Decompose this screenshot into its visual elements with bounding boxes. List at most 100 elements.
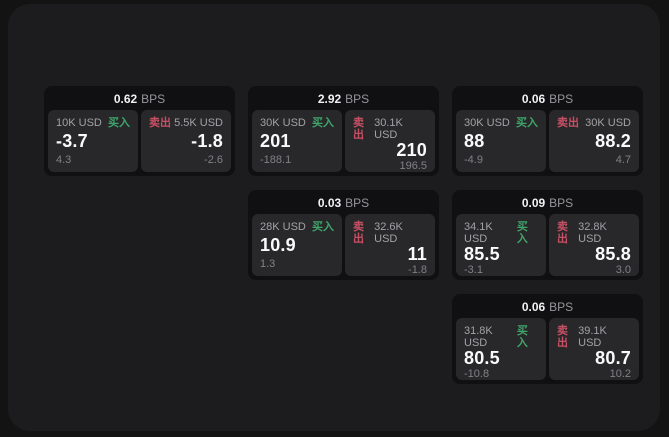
- sell-price: 11: [407, 244, 427, 264]
- bps-unit-label: BPS: [549, 300, 574, 314]
- sell-delta: 196.5: [399, 160, 427, 172]
- buy-side-label: 买入: [516, 221, 528, 245]
- quote-cards-grid: 0.62 BPS 10K USD 买入 -3.7 4.3 卖出 5.5K USD…: [44, 86, 643, 384]
- sell-price: 88.2: [595, 131, 631, 151]
- sell-size: 30.1K USD: [374, 117, 403, 141]
- buy-quote-tile[interactable]: 30K USD 买入 88 -4.9: [456, 110, 546, 172]
- buy-price: 201: [260, 131, 291, 151]
- bps-header: 0.03 BPS: [252, 193, 435, 214]
- buy-quote-tile[interactable]: 28K USD 买入 10.9 1.3: [252, 214, 342, 276]
- buy-side-label: 买入: [312, 221, 334, 233]
- sell-tile-header: 卖出 32.8K USD: [557, 221, 631, 245]
- bps-header: 0.09 BPS: [456, 193, 639, 214]
- sell-size: 32.8K USD: [578, 221, 607, 245]
- quote-card-body: 31.8K USD 买入 80.5 -10.8 卖出 39.1K USD 80.…: [456, 318, 639, 380]
- buy-size: 28K USD: [260, 221, 306, 233]
- sell-size: 30K USD: [585, 117, 631, 129]
- quote-card-body: 34.1K USD 买入 85.5 -3.1 卖出 32.8K USD 85.8…: [456, 214, 639, 276]
- sell-size: 32.6K USD: [374, 221, 403, 245]
- sell-price: 85.8: [595, 244, 631, 264]
- buy-size: 31.8K USD: [464, 325, 493, 349]
- buy-size: 30K USD: [260, 117, 306, 129]
- sell-side-label: 卖出: [353, 117, 364, 141]
- buy-price: 88: [464, 131, 485, 151]
- buy-side-label: 买入: [108, 117, 130, 129]
- buy-delta: -4.9: [464, 154, 483, 166]
- quote-card-body: 28K USD 买入 10.9 1.3 卖出 32.6K USD 11 -1.8: [252, 214, 435, 276]
- sell-tile-header: 卖出 5.5K USD: [149, 117, 223, 129]
- buy-quote-tile[interactable]: 34.1K USD 买入 85.5 -3.1: [456, 214, 546, 276]
- bps-unit-label: BPS: [345, 196, 370, 210]
- sell-quote-tile[interactable]: 卖出 39.1K USD 80.7 10.2: [549, 318, 639, 380]
- buy-size: 34.1K USD: [464, 221, 493, 245]
- bps-value: 0.03: [317, 196, 342, 210]
- buy-size: 10K USD: [56, 117, 102, 129]
- buy-price: 85.5: [464, 244, 500, 264]
- sell-quote-tile[interactable]: 卖出 30.1K USD 210 196.5: [345, 110, 435, 172]
- bps-value: 0.06: [521, 300, 546, 314]
- buy-price: 10.9: [260, 235, 296, 255]
- buy-quote-tile[interactable]: 10K USD 买入 -3.7 4.3: [48, 110, 138, 172]
- sell-quote-tile[interactable]: 卖出 32.8K USD 85.8 3.0: [549, 214, 639, 276]
- quote-card: 2.92 BPS 30K USD 买入 201 -188.1 卖出 30.1K …: [248, 86, 439, 176]
- sell-price: -1.8: [191, 131, 223, 151]
- sell-delta: 10.2: [609, 368, 631, 380]
- quote-card: 0.03 BPS 28K USD 买入 10.9 1.3 卖出 32.6K US…: [248, 190, 439, 280]
- buy-quote-tile[interactable]: 30K USD 买入 201 -188.1: [252, 110, 342, 172]
- sell-side-label: 卖出: [557, 325, 568, 349]
- bps-unit-label: BPS: [345, 92, 370, 106]
- bps-unit-label: BPS: [141, 92, 166, 106]
- main-panel: 0.62 BPS 10K USD 买入 -3.7 4.3 卖出 5.5K USD…: [8, 4, 660, 431]
- bps-header: 0.62 BPS: [48, 89, 231, 110]
- bps-value: 0.09: [521, 196, 546, 210]
- buy-price: -3.7: [56, 131, 88, 151]
- sell-size: 39.1K USD: [578, 325, 607, 349]
- buy-tile-header: 10K USD 买入: [56, 117, 130, 129]
- bps-header: 2.92 BPS: [252, 89, 435, 110]
- quote-card: 0.62 BPS 10K USD 买入 -3.7 4.3 卖出 5.5K USD…: [44, 86, 235, 176]
- bps-unit-label: BPS: [549, 196, 574, 210]
- sell-tile-header: 卖出 32.6K USD: [353, 221, 427, 245]
- bps-header: 0.06 BPS: [456, 89, 639, 110]
- buy-price: 80.5: [464, 348, 500, 368]
- quote-card: 0.06 BPS 30K USD 买入 88 -4.9 卖出 30K USD 8…: [452, 86, 643, 176]
- bps-header: 0.06 BPS: [456, 297, 639, 318]
- quote-card-body: 30K USD 买入 88 -4.9 卖出 30K USD 88.2 4.7: [456, 110, 639, 172]
- sell-quote-tile[interactable]: 卖出 5.5K USD -1.8 -2.6: [141, 110, 231, 172]
- sell-price: 80.7: [595, 348, 631, 368]
- buy-tile-header: 28K USD 买入: [260, 221, 334, 233]
- sell-tile-header: 卖出 30.1K USD: [353, 117, 427, 141]
- buy-delta: -188.1: [260, 154, 292, 166]
- quote-card-body: 30K USD 买入 201 -188.1 卖出 30.1K USD 210 1…: [252, 110, 435, 172]
- sell-quote-tile[interactable]: 卖出 32.6K USD 11 -1.8: [345, 214, 435, 276]
- bps-value: 0.06: [521, 92, 546, 106]
- sell-delta: 3.0: [615, 264, 631, 276]
- buy-delta: 4.3: [56, 154, 72, 166]
- sell-size: 5.5K USD: [174, 117, 223, 129]
- buy-quote-tile[interactable]: 31.8K USD 买入 80.5 -10.8: [456, 318, 546, 380]
- sell-side-label: 卖出: [557, 221, 568, 245]
- sell-delta: 4.7: [615, 154, 631, 166]
- buy-delta: -10.8: [464, 368, 490, 380]
- buy-tile-header: 30K USD 买入: [260, 117, 334, 129]
- buy-delta: -3.1: [464, 264, 483, 276]
- bps-value: 2.92: [317, 92, 342, 106]
- sell-side-label: 卖出: [353, 221, 364, 245]
- bps-value: 0.62: [113, 92, 138, 106]
- bps-unit-label: BPS: [549, 92, 574, 106]
- buy-size: 30K USD: [464, 117, 510, 129]
- buy-side-label: 买入: [516, 325, 528, 349]
- quote-card-body: 10K USD 买入 -3.7 4.3 卖出 5.5K USD -1.8 -2.…: [48, 110, 231, 172]
- sell-side-label: 卖出: [557, 117, 579, 129]
- sell-quote-tile[interactable]: 卖出 30K USD 88.2 4.7: [549, 110, 639, 172]
- sell-tile-header: 卖出 39.1K USD: [557, 325, 631, 349]
- sell-side-label: 卖出: [149, 117, 171, 129]
- buy-tile-header: 31.8K USD 买入: [464, 325, 538, 349]
- sell-delta: -2.6: [204, 154, 223, 166]
- buy-tile-header: 30K USD 买入: [464, 117, 538, 129]
- sell-price: 210: [396, 140, 427, 160]
- sell-delta: -1.8: [408, 264, 427, 276]
- quote-card: 0.09 BPS 34.1K USD 买入 85.5 -3.1 卖出 32.8K…: [452, 190, 643, 280]
- buy-side-label: 买入: [516, 117, 538, 129]
